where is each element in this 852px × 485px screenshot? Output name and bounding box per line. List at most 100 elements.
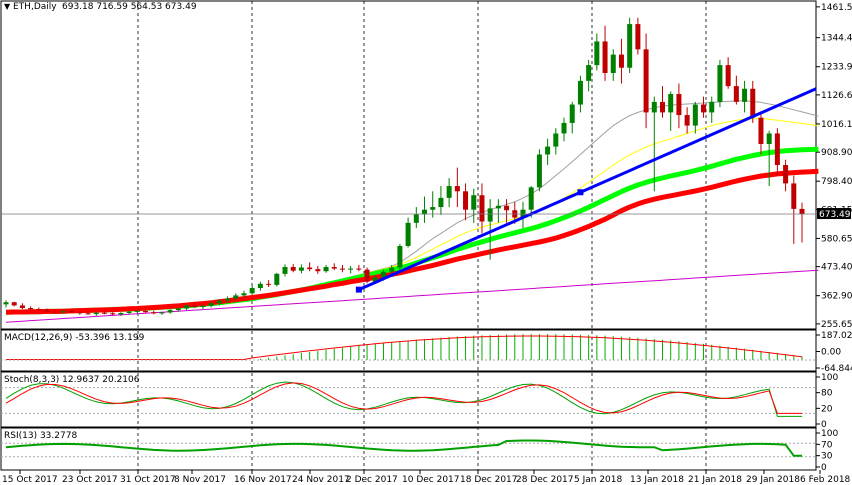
- candle-body: [44, 309, 50, 312]
- candle-body: [766, 133, 772, 144]
- candle-body: [528, 187, 534, 210]
- indicator-tick-label: 187.024: [821, 331, 852, 341]
- indicator-tick-label: 30: [821, 452, 833, 462]
- date-tick-label: 15 Oct 2017: [2, 475, 58, 485]
- stoch-pane: [0, 371, 817, 428]
- price-tick-label: 1126.65: [821, 91, 852, 101]
- candle-body: [348, 268, 354, 270]
- rsi-line: [5, 439, 802, 457]
- candle-body: [536, 154, 542, 188]
- candle-body: [651, 101, 657, 113]
- current-price-box: [817, 208, 851, 220]
- candle-body: [577, 80, 583, 105]
- candle-body: [208, 303, 214, 306]
- candle-body: [446, 186, 452, 198]
- candle-body: [733, 86, 739, 102]
- candle-body: [151, 312, 157, 314]
- date-tick-label: 8 Nov 2017: [174, 475, 226, 485]
- candle-body: [635, 24, 641, 50]
- candle-body: [676, 94, 682, 116]
- candle-body: [750, 88, 756, 118]
- candles: [3, 17, 805, 316]
- indicator-label: RSI(13) 33.2778: [4, 431, 77, 441]
- candle-body: [774, 133, 780, 165]
- ma-line: [5, 168, 819, 315]
- candle-body: [659, 101, 665, 113]
- candle-body: [77, 312, 83, 314]
- candle-body: [422, 209, 428, 215]
- candle-body: [553, 133, 559, 147]
- candle-body: [545, 146, 551, 155]
- candle-body: [742, 88, 748, 102]
- trendline: [355, 87, 817, 293]
- trendline-line: [358, 87, 817, 291]
- chart-symbol: ETH,Daily: [13, 2, 57, 12]
- macd-pane: [0, 329, 817, 372]
- candle-body: [249, 288, 255, 294]
- date-tick-label: 5 Jan 2018: [574, 475, 622, 485]
- candle-body: [594, 41, 600, 66]
- date-tick-label: 16 Nov 2017: [234, 475, 292, 485]
- candle-body: [118, 313, 124, 315]
- candle-body: [233, 295, 239, 299]
- symbol-icon: ▼: [4, 2, 11, 11]
- candle-body: [618, 54, 624, 68]
- candle-body: [372, 277, 378, 282]
- candle-body: [479, 195, 485, 222]
- date-tick-label: 10 Dec 2017: [402, 475, 460, 485]
- candle-body: [668, 94, 674, 113]
- ohlc-values: 693.18 716.59 564.53 673.49: [62, 2, 197, 12]
- candle-body: [725, 65, 731, 87]
- price-tick-label: 1461.55: [821, 3, 852, 13]
- date-tick-label: 13 Jan 2018: [630, 475, 684, 485]
- trendline-anchor: [577, 189, 584, 196]
- candle-body: [684, 115, 690, 126]
- candle-body: [430, 207, 436, 210]
- date-tick-label: 29 Jan 2018: [746, 475, 800, 485]
- candle-body: [241, 293, 247, 296]
- candle-body: [167, 310, 173, 313]
- candle-body: [282, 267, 288, 274]
- price-tick-label: 798.40: [821, 177, 852, 187]
- price-tick-label: 908.90: [821, 148, 852, 158]
- candle-body: [3, 302, 9, 305]
- candle-body: [134, 310, 140, 312]
- indicator-tick-label: 20: [821, 404, 833, 414]
- main-pane: [0, 0, 817, 330]
- candle-body: [110, 313, 116, 315]
- candle-body: [69, 311, 75, 313]
- candle-body: [339, 268, 345, 270]
- candle-body: [758, 117, 764, 144]
- indicator-tick-label: 0: [821, 420, 827, 430]
- candle-body: [495, 205, 501, 209]
- candle-body: [175, 308, 181, 311]
- date-tick-label: 6 Feb 2018: [800, 475, 851, 485]
- candle-body: [184, 305, 190, 309]
- stoch-d-line: [5, 382, 802, 414]
- rsi-pane: [0, 427, 817, 471]
- candle-body: [643, 49, 649, 113]
- candle-body: [307, 267, 313, 270]
- candle-body: [569, 104, 575, 123]
- candle-body: [709, 101, 715, 113]
- trendline-anchor: [355, 286, 362, 293]
- candle-body: [627, 24, 633, 68]
- candle-body: [487, 208, 493, 222]
- indicator-tick-label: -64.844: [821, 364, 852, 374]
- candle-body: [413, 214, 419, 223]
- candle-body: [454, 186, 460, 192]
- date-tick-label: 28 Dec 2017: [516, 475, 574, 485]
- price-tick-label: 580.65: [821, 234, 852, 244]
- indicator-label: Stoch(8,3,3) 12.9637 20.2106: [4, 375, 140, 385]
- candle-body: [701, 104, 707, 113]
- candle-body: [783, 165, 789, 184]
- indicator-panes: MACD(12,26,9) -53.396 13.199 187.024 0.00 -…: [1, 331, 852, 473]
- current-price-label: 673.49: [819, 210, 851, 220]
- candle-body: [298, 267, 304, 271]
- candle-body: [216, 300, 222, 304]
- candle-body: [438, 197, 444, 208]
- indicator-tick-label: 100: [821, 429, 838, 439]
- candle-body: [561, 122, 567, 134]
